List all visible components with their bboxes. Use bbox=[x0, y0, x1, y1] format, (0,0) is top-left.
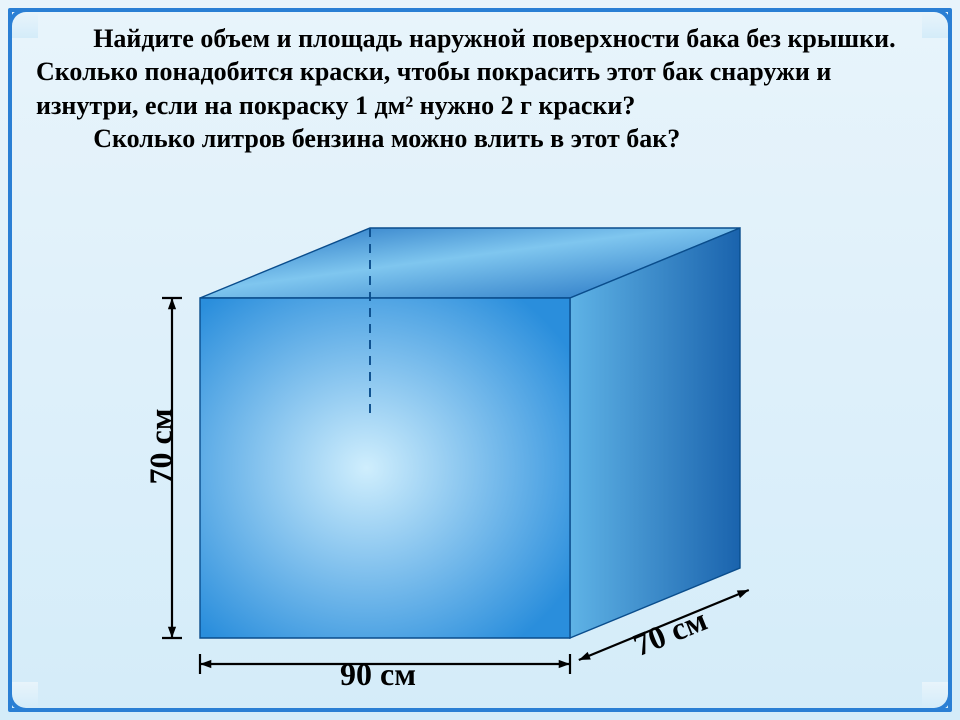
problem-content: Найдите объем и площадь наружной поверхн… bbox=[36, 22, 924, 155]
frame-corner bbox=[922, 8, 952, 38]
frame-corner bbox=[922, 682, 952, 712]
frame-corner bbox=[8, 8, 38, 38]
cube-svg bbox=[120, 218, 820, 708]
problem-paragraph-1: Найдите объем и площадь наружной поверхн… bbox=[36, 22, 924, 122]
dimension-width-label: 90 см bbox=[340, 656, 416, 693]
problem-paragraph-2: Сколько литров бензина можно влить в это… bbox=[36, 122, 924, 155]
frame-corner bbox=[8, 682, 38, 712]
problem-text: Найдите объем и площадь наружной поверхн… bbox=[36, 22, 924, 155]
tank-diagram: 70 см 90 см 70 см bbox=[120, 218, 820, 708]
dimension-height-label: 70 см bbox=[143, 409, 180, 485]
